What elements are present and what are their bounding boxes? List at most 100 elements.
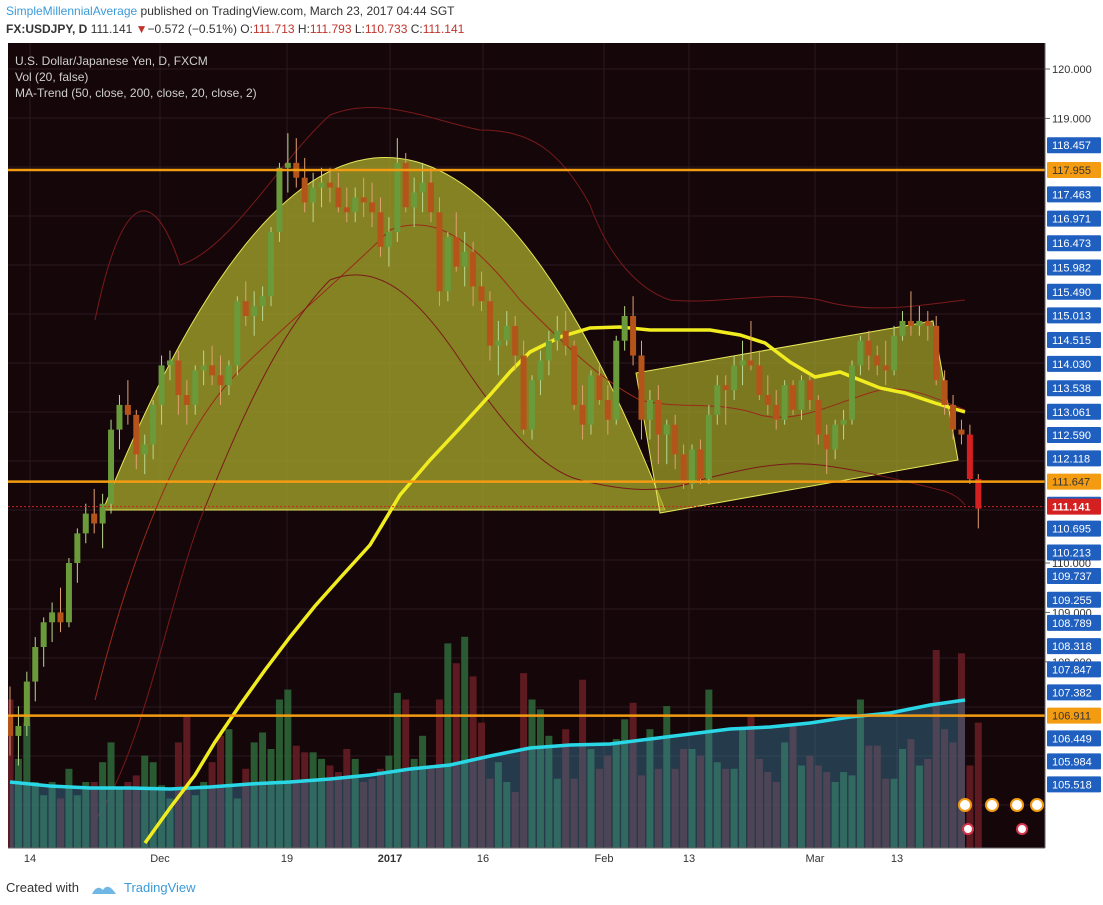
price-tag bbox=[1047, 638, 1101, 655]
volume-bar bbox=[376, 768, 384, 848]
candle bbox=[200, 350, 207, 386]
volume-bar bbox=[40, 795, 48, 848]
volume-bar bbox=[250, 742, 258, 848]
volume-bar bbox=[107, 742, 115, 848]
candle bbox=[394, 138, 401, 242]
close-value: 111.141 bbox=[422, 22, 465, 36]
volume-bar bbox=[612, 739, 620, 848]
price-tick-label: 106.911 bbox=[1052, 711, 1091, 723]
bb-lower bbox=[94, 274, 966, 821]
time-tick-label: 2017 bbox=[378, 853, 402, 865]
last-price: 111.141 bbox=[90, 22, 133, 36]
ohlc-line: FX:USDJPY, D 111.141 ▼−0.572 (−0.51%) O:… bbox=[6, 22, 464, 36]
volume-bar bbox=[520, 673, 528, 848]
price-tag bbox=[1047, 137, 1101, 154]
candle bbox=[166, 350, 173, 381]
event-marker bbox=[985, 798, 999, 812]
volume-bar bbox=[823, 772, 831, 848]
volume-bar bbox=[797, 765, 805, 848]
volume-bar bbox=[90, 782, 98, 848]
candle bbox=[832, 419, 839, 460]
candle bbox=[251, 291, 258, 336]
volume-bar bbox=[14, 758, 22, 848]
volume-bar bbox=[57, 798, 65, 848]
volume-bar bbox=[494, 762, 502, 848]
volume-bar bbox=[747, 716, 755, 848]
price-tick-label: 120.000 bbox=[1052, 64, 1092, 76]
candle bbox=[436, 197, 443, 307]
legend: U.S. Dollar/Japanese Yen, D, FXCM Vol (2… bbox=[15, 54, 257, 100]
candle bbox=[596, 365, 603, 405]
candle bbox=[571, 340, 578, 410]
volume-bar bbox=[638, 775, 645, 848]
candle bbox=[907, 291, 914, 336]
down-arrow-icon: ▼ bbox=[135, 22, 148, 36]
volume-bar bbox=[587, 749, 595, 848]
price-tick-label: 107.847 bbox=[1052, 664, 1092, 676]
price-tag bbox=[1047, 403, 1101, 420]
price-tag bbox=[1047, 162, 1101, 179]
candle bbox=[478, 271, 485, 312]
tradingview-link[interactable]: TradingView bbox=[124, 880, 196, 895]
symbol-label: FX:USDJPY, D bbox=[6, 22, 88, 36]
volume-bar bbox=[629, 702, 637, 848]
candle bbox=[209, 345, 216, 386]
volume-bar bbox=[208, 762, 216, 848]
author-link[interactable]: SimpleMillennialAverage bbox=[6, 4, 138, 18]
volume-bar bbox=[764, 772, 772, 848]
legend-volume: Vol (20, false) bbox=[15, 70, 88, 84]
price-tag bbox=[1047, 753, 1101, 770]
volume-bar bbox=[553, 778, 561, 848]
volume-bar bbox=[259, 732, 267, 848]
candle bbox=[941, 370, 948, 415]
time-tick-label: 19 bbox=[281, 853, 293, 865]
price-tick-label: 110.000 bbox=[1052, 558, 1091, 570]
price-tick-label: 109.737 bbox=[1052, 571, 1092, 583]
price-tick-label: 116.473 bbox=[1052, 238, 1091, 250]
volume-bar bbox=[621, 719, 629, 848]
candle bbox=[183, 380, 190, 425]
event-marker bbox=[1030, 798, 1044, 812]
candle bbox=[65, 558, 72, 628]
time-tick-label: 16 bbox=[477, 853, 489, 865]
tradingview-logo-icon bbox=[91, 886, 116, 894]
volume-bar bbox=[309, 752, 317, 848]
price-tick-label: 117.955 bbox=[1052, 165, 1091, 177]
volume-bar bbox=[722, 768, 730, 848]
volume-bar bbox=[713, 762, 721, 848]
volume-bar bbox=[486, 778, 494, 848]
price-tag bbox=[1047, 661, 1101, 678]
candle bbox=[57, 587, 64, 633]
candle bbox=[377, 197, 384, 257]
candle bbox=[360, 177, 367, 218]
volume-bar bbox=[275, 699, 283, 848]
volume-bar bbox=[890, 778, 898, 848]
low-label: L: bbox=[354, 22, 365, 36]
volume-bar bbox=[755, 758, 763, 848]
price-tag bbox=[1047, 473, 1101, 490]
volume-bar bbox=[806, 755, 814, 848]
price-tick-label: 113.538 bbox=[1052, 383, 1091, 395]
candle bbox=[882, 340, 889, 386]
candle bbox=[655, 385, 662, 465]
candle bbox=[49, 602, 56, 643]
price-tick-label: 109.255 bbox=[1052, 595, 1092, 607]
price-tag bbox=[1047, 380, 1101, 397]
time-axis-labels[interactable]: 14 Dec 19 2017 16 Feb 13 Mar 13 bbox=[24, 853, 903, 865]
volume-bar bbox=[730, 768, 738, 848]
volume-bar bbox=[82, 782, 90, 848]
volume-bar bbox=[579, 679, 587, 848]
candle bbox=[849, 360, 855, 425]
event-marker bbox=[958, 798, 972, 812]
volume-bar bbox=[217, 735, 224, 848]
volume-bar bbox=[73, 795, 81, 848]
price-chart[interactable]: U.S. Dollar/Japanese Yen, D, FXCM Vol (2… bbox=[0, 0, 1103, 875]
time-tick-label: 14 bbox=[24, 853, 36, 865]
candle bbox=[545, 330, 552, 376]
candle bbox=[259, 286, 266, 321]
volume-bar bbox=[65, 768, 73, 848]
candle bbox=[933, 316, 940, 386]
volume-bar bbox=[402, 699, 410, 848]
candle bbox=[840, 409, 847, 440]
volume-bar bbox=[865, 745, 873, 848]
